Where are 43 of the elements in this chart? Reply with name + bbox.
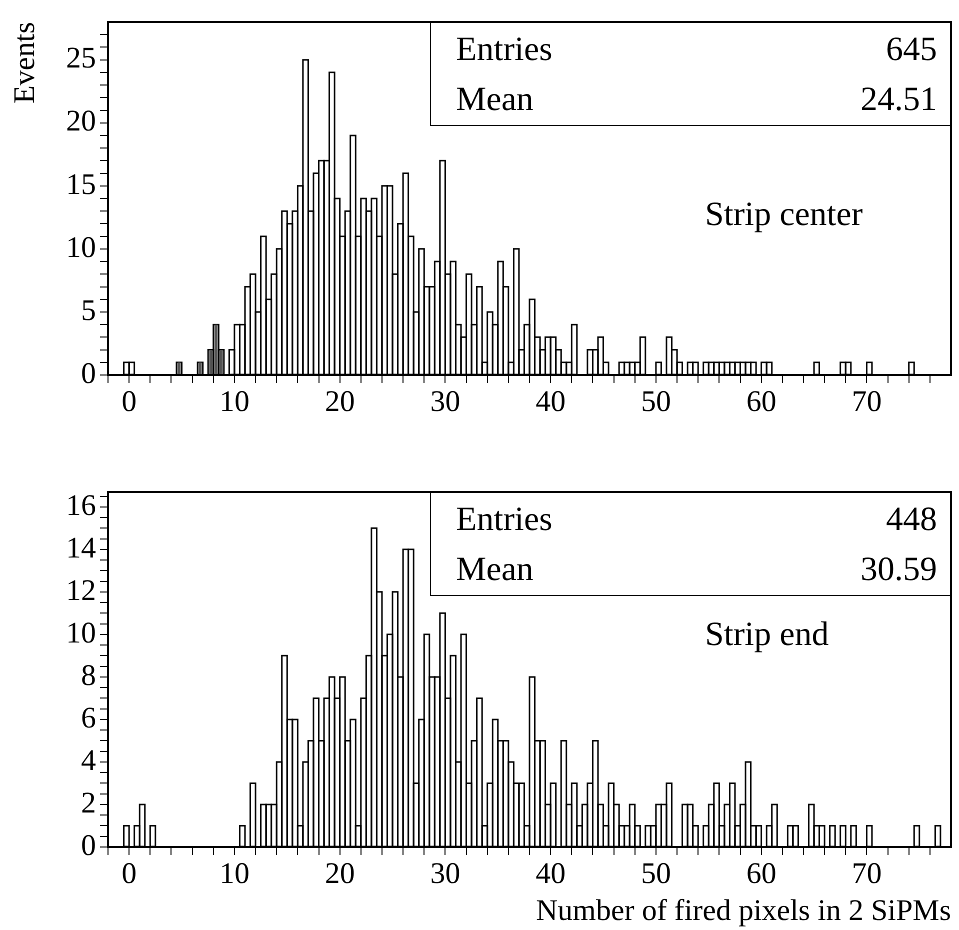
- annotation: Strip center: [705, 195, 863, 235]
- annotation: 30.59: [860, 550, 937, 590]
- x-tick-label: 70: [852, 856, 882, 890]
- annotation: 448: [886, 500, 937, 540]
- x-tick-label: 20: [324, 384, 355, 418]
- x-tick-label: 50: [640, 856, 671, 890]
- y-tick-label: 5: [81, 294, 96, 327]
- x-tick-label: 40: [536, 384, 566, 418]
- y-tick-label: 14: [66, 531, 96, 564]
- annotation: Strip end: [705, 615, 829, 655]
- annotation: Entries: [456, 30, 552, 70]
- x-tick-label: 10: [219, 856, 250, 890]
- x-tick-label: 0: [122, 856, 137, 890]
- y-tick-label: 16: [66, 488, 96, 522]
- y-tick-label: 0: [81, 356, 96, 390]
- annotation: 24.51: [860, 80, 937, 120]
- annotation: Mean: [456, 550, 534, 590]
- x-tick-label: 0: [122, 384, 137, 418]
- y-tick-label: 12: [66, 574, 96, 607]
- y-axis-title: Events: [8, 22, 41, 104]
- x-tick-label: 20: [324, 856, 355, 890]
- y-tick-label: 8: [81, 658, 96, 692]
- x-tick-label: 30: [430, 856, 460, 890]
- annotation: 645: [886, 30, 937, 70]
- y-tick-label: 6: [81, 701, 96, 734]
- y-tick-label: 0: [81, 828, 96, 862]
- x-axis-title: Number of fired pixels in 2 SiPMs: [536, 894, 951, 927]
- y-tick-label: 20: [66, 104, 96, 138]
- x-tick-label: 10: [219, 384, 250, 418]
- annotation: Mean: [456, 80, 534, 120]
- x-tick-label: 70: [852, 384, 882, 418]
- y-tick-label: 4: [81, 744, 96, 777]
- x-tick-label: 50: [640, 384, 671, 418]
- y-tick-label: 10: [66, 230, 96, 264]
- y-tick-label: 25: [66, 42, 96, 75]
- y-tick-label: 15: [66, 168, 96, 201]
- annotation: Entries: [456, 500, 552, 540]
- x-tick-label: 60: [746, 856, 776, 890]
- x-tick-label: 60: [746, 384, 776, 418]
- y-tick-label: 2: [81, 786, 96, 820]
- y-tick-label: 10: [66, 616, 96, 650]
- x-tick-label: 30: [430, 384, 460, 418]
- x-tick-label: 40: [536, 856, 566, 890]
